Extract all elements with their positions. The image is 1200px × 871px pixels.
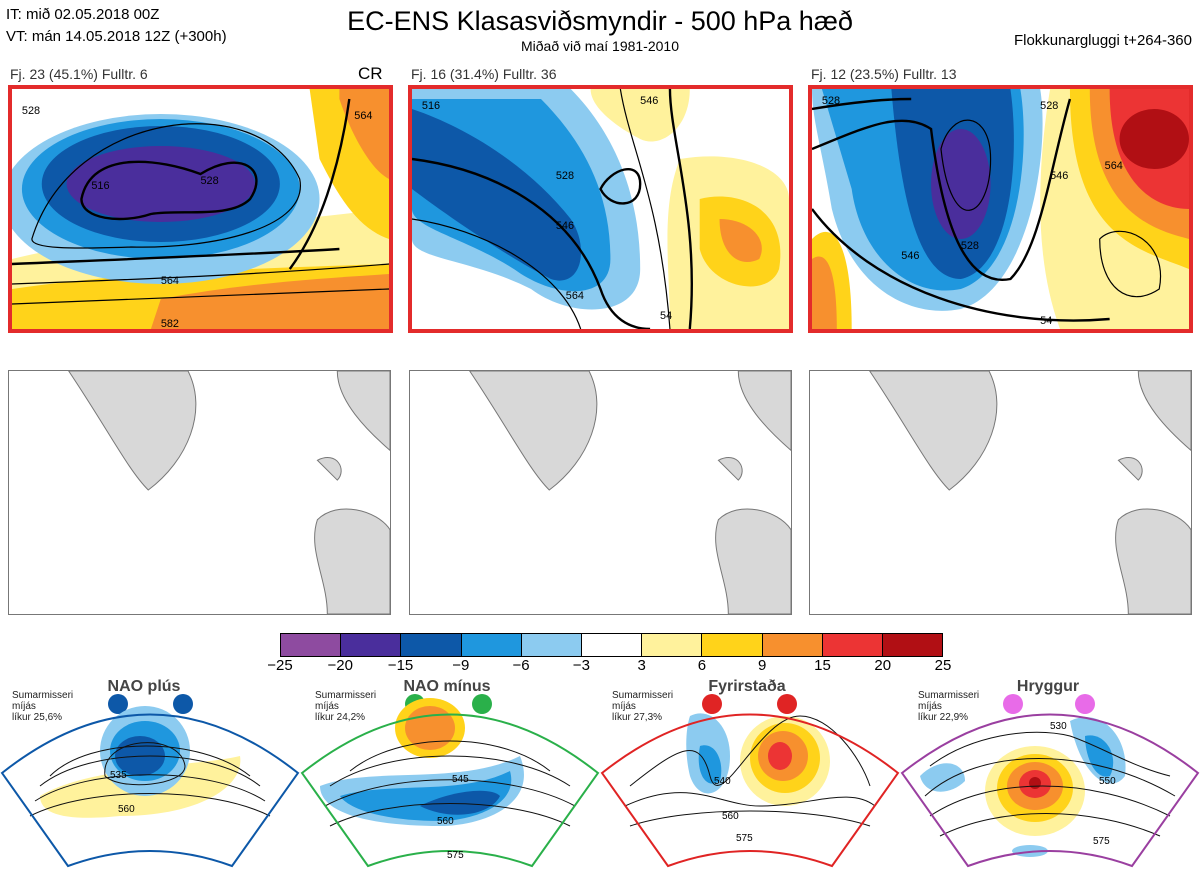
cluster-3-map[interactable]: 528 528 546 528 546 564 54	[808, 85, 1193, 333]
svg-text:516: 516	[91, 180, 109, 192]
regime-1-info: Sumarmisseri míjás líkur 25,6%	[12, 690, 74, 723]
cluster-2-map[interactable]: 516 546 528 546 564 54	[408, 85, 793, 333]
colorbar-cell-7	[702, 634, 763, 656]
svg-text:516: 516	[422, 100, 440, 112]
svg-text:564: 564	[161, 275, 179, 287]
regime-4-info: Sumarmisseri míjás líkur 22,9%	[918, 690, 980, 723]
anomaly-colorbar	[280, 633, 943, 657]
svg-text:54: 54	[660, 310, 672, 322]
svg-text:528: 528	[201, 175, 219, 187]
regime-3-dot-right	[777, 694, 797, 714]
regime-1-map: 535 560	[0, 706, 300, 868]
regime-3-map: 540 560 575	[600, 713, 900, 868]
svg-text:546: 546	[1050, 170, 1068, 182]
regime-3-dot-left	[702, 694, 722, 714]
svg-text:535: 535	[110, 770, 127, 781]
svg-text:575: 575	[447, 850, 464, 861]
colorbar-cell-5	[581, 634, 643, 656]
svg-text:582: 582	[161, 318, 179, 329]
regime-4-title: Hryggur	[1016, 678, 1080, 695]
empty-map-2	[409, 370, 792, 615]
colorbar-tick: −20	[327, 657, 353, 674]
regime-2-map: 545 560 575	[300, 698, 600, 868]
valid-time: VT: mán 14.05.2018 12Z (+300h)	[6, 28, 227, 45]
regime-1-dot-left	[108, 694, 128, 714]
regime-1-title: NAO plús	[107, 678, 181, 695]
empty-map-3	[809, 370, 1192, 615]
init-time: IT: mið 02.05.2018 00Z	[6, 6, 160, 23]
svg-text:54: 54	[1040, 315, 1052, 327]
svg-text:546: 546	[640, 95, 658, 107]
regime-maps: 535 560 545 560 575 540 560 575	[0, 698, 1200, 868]
svg-text:564: 564	[566, 290, 584, 302]
colorbar-cell-1	[341, 634, 402, 656]
svg-text:528: 528	[961, 240, 979, 252]
colorbar-cell-4	[521, 634, 582, 656]
colorbar-cell-10	[882, 634, 943, 656]
colorbar-tick: 9	[758, 657, 767, 674]
regime-4-dot-right	[1075, 694, 1095, 714]
colorbar-cell-8	[762, 634, 823, 656]
svg-text:528: 528	[22, 105, 40, 117]
regime-4-map: 530 550 575	[900, 713, 1200, 868]
colorbar-cell-0	[281, 634, 342, 656]
svg-text:575: 575	[1093, 836, 1110, 847]
svg-text:560: 560	[437, 816, 454, 827]
colorbar-tick: −25	[267, 657, 293, 674]
svg-text:575: 575	[736, 833, 753, 844]
classification-window: Flokkunargluggi t+264-360	[1013, 32, 1192, 49]
svg-text:546: 546	[901, 250, 919, 262]
colorbar-cell-2	[401, 634, 462, 656]
cluster-2-label: Fj. 16 (31.4%) Fulltr. 36	[411, 66, 557, 82]
run-info: IT: mið 02.05.2018 00Z VT: mán 14.05.201…	[6, 4, 227, 48]
colorbar-cell-3	[461, 634, 522, 656]
svg-text:550: 550	[1099, 776, 1116, 787]
colorbar-tick: 20	[874, 657, 892, 674]
svg-text:560: 560	[118, 804, 135, 815]
regime-3-info: Sumarmisseri míjás líkur 27,3%	[612, 690, 674, 723]
regime-1-dot-right	[173, 694, 193, 714]
colorbar-tick: −3	[572, 657, 590, 674]
svg-text:546: 546	[556, 220, 574, 232]
svg-text:560: 560	[722, 811, 739, 822]
regime-2-info: Sumarmisseri míjás líkur 24,2%	[315, 690, 377, 723]
colorbar-cell-6	[642, 634, 703, 656]
page-title: EC-ENS Klasasviðsmyndir - 500 hPa hæð	[347, 6, 853, 36]
svg-text:564: 564	[354, 110, 372, 122]
colorbar-tick: −6	[512, 657, 530, 674]
cluster-3-label: Fj. 12 (23.5%) Fulltr. 13	[811, 66, 957, 82]
regime-4-dot-left	[1003, 694, 1023, 714]
colorbar-tick: 15	[814, 657, 831, 674]
colorbar-tick: −15	[387, 657, 414, 674]
svg-text:530: 530	[1050, 721, 1067, 732]
regime-2-dot-right	[472, 694, 492, 714]
regime-3-title: Fyrirstaða	[708, 678, 786, 695]
colorbar-cell-9	[822, 634, 883, 656]
regime-2-title: NAO mínus	[403, 678, 491, 695]
colorbar-tick: −9	[452, 657, 470, 674]
colorbar-tick: 25	[934, 657, 952, 674]
cluster-1-tag: CR	[358, 64, 383, 83]
svg-text:540: 540	[714, 776, 731, 787]
page-subtitle: Miðað við maí 1981-2010	[521, 38, 679, 54]
empty-map-1	[8, 370, 391, 615]
svg-text:545: 545	[452, 774, 469, 785]
svg-text:528: 528	[1040, 100, 1058, 112]
svg-text:528: 528	[556, 170, 574, 182]
cluster-1-map[interactable]: 528 516 528 564 582 564	[8, 85, 393, 333]
cluster-1-label: Fj. 23 (45.1%) Fulltr. 6	[10, 66, 148, 82]
svg-text:528: 528	[822, 95, 840, 107]
colorbar-tick: 6	[697, 657, 707, 674]
colorbar-tick: 3	[637, 657, 646, 674]
svg-text:564: 564	[1105, 160, 1123, 172]
